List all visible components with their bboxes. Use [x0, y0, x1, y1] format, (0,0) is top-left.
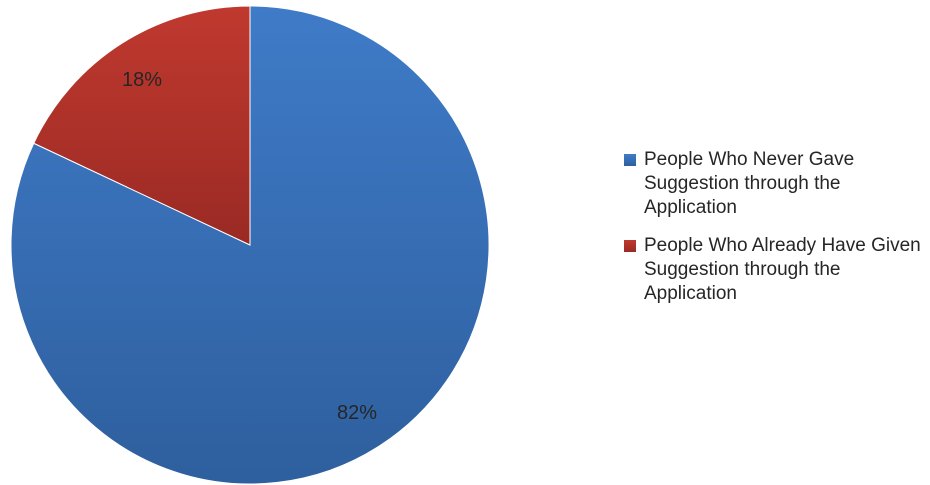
legend-swatch-never-gave: [624, 154, 636, 166]
slice-label-already-given: 18%: [122, 69, 162, 91]
slice-never-gave: [10, 5, 490, 485]
slice-label-never-gave: 82%: [337, 402, 377, 424]
legend-label-never-gave: People Who Never Gave Suggestion through…: [644, 149, 855, 218]
legend-label-already-given: People Who Already Have Given Suggestion…: [644, 235, 921, 304]
legend-swatch-already-given: [624, 240, 636, 252]
legend: People Who Never Gave Suggestion through…: [624, 148, 924, 320]
pie-plot: 82% 18%: [10, 5, 490, 485]
legend-item-never-gave: People Who Never Gave Suggestion through…: [624, 148, 924, 220]
legend-item-already-given: People Who Already Have Given Suggestion…: [624, 234, 924, 306]
slice-already-given: [33, 5, 251, 246]
